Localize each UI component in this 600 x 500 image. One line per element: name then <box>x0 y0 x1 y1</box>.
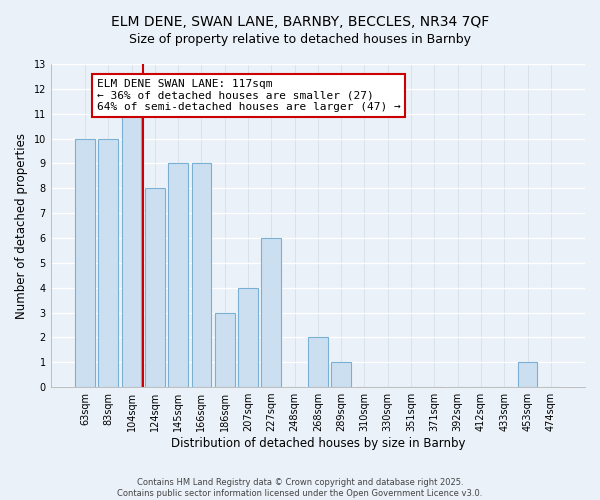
Text: Contains HM Land Registry data © Crown copyright and database right 2025.
Contai: Contains HM Land Registry data © Crown c… <box>118 478 482 498</box>
Bar <box>215 312 235 387</box>
Bar <box>308 338 328 387</box>
Bar <box>331 362 351 387</box>
Text: ELM DENE, SWAN LANE, BARNBY, BECCLES, NR34 7QF: ELM DENE, SWAN LANE, BARNBY, BECCLES, NR… <box>111 15 489 29</box>
Bar <box>191 164 211 387</box>
Text: Size of property relative to detached houses in Barnby: Size of property relative to detached ho… <box>129 32 471 46</box>
Bar <box>518 362 538 387</box>
Y-axis label: Number of detached properties: Number of detached properties <box>15 132 28 318</box>
Bar <box>238 288 258 387</box>
Bar <box>122 114 142 387</box>
Bar <box>262 238 281 387</box>
Bar <box>145 188 165 387</box>
Bar <box>75 138 95 387</box>
Bar <box>98 138 118 387</box>
X-axis label: Distribution of detached houses by size in Barnby: Distribution of detached houses by size … <box>170 437 465 450</box>
Text: ELM DENE SWAN LANE: 117sqm
← 36% of detached houses are smaller (27)
64% of semi: ELM DENE SWAN LANE: 117sqm ← 36% of deta… <box>97 79 400 112</box>
Bar <box>168 164 188 387</box>
